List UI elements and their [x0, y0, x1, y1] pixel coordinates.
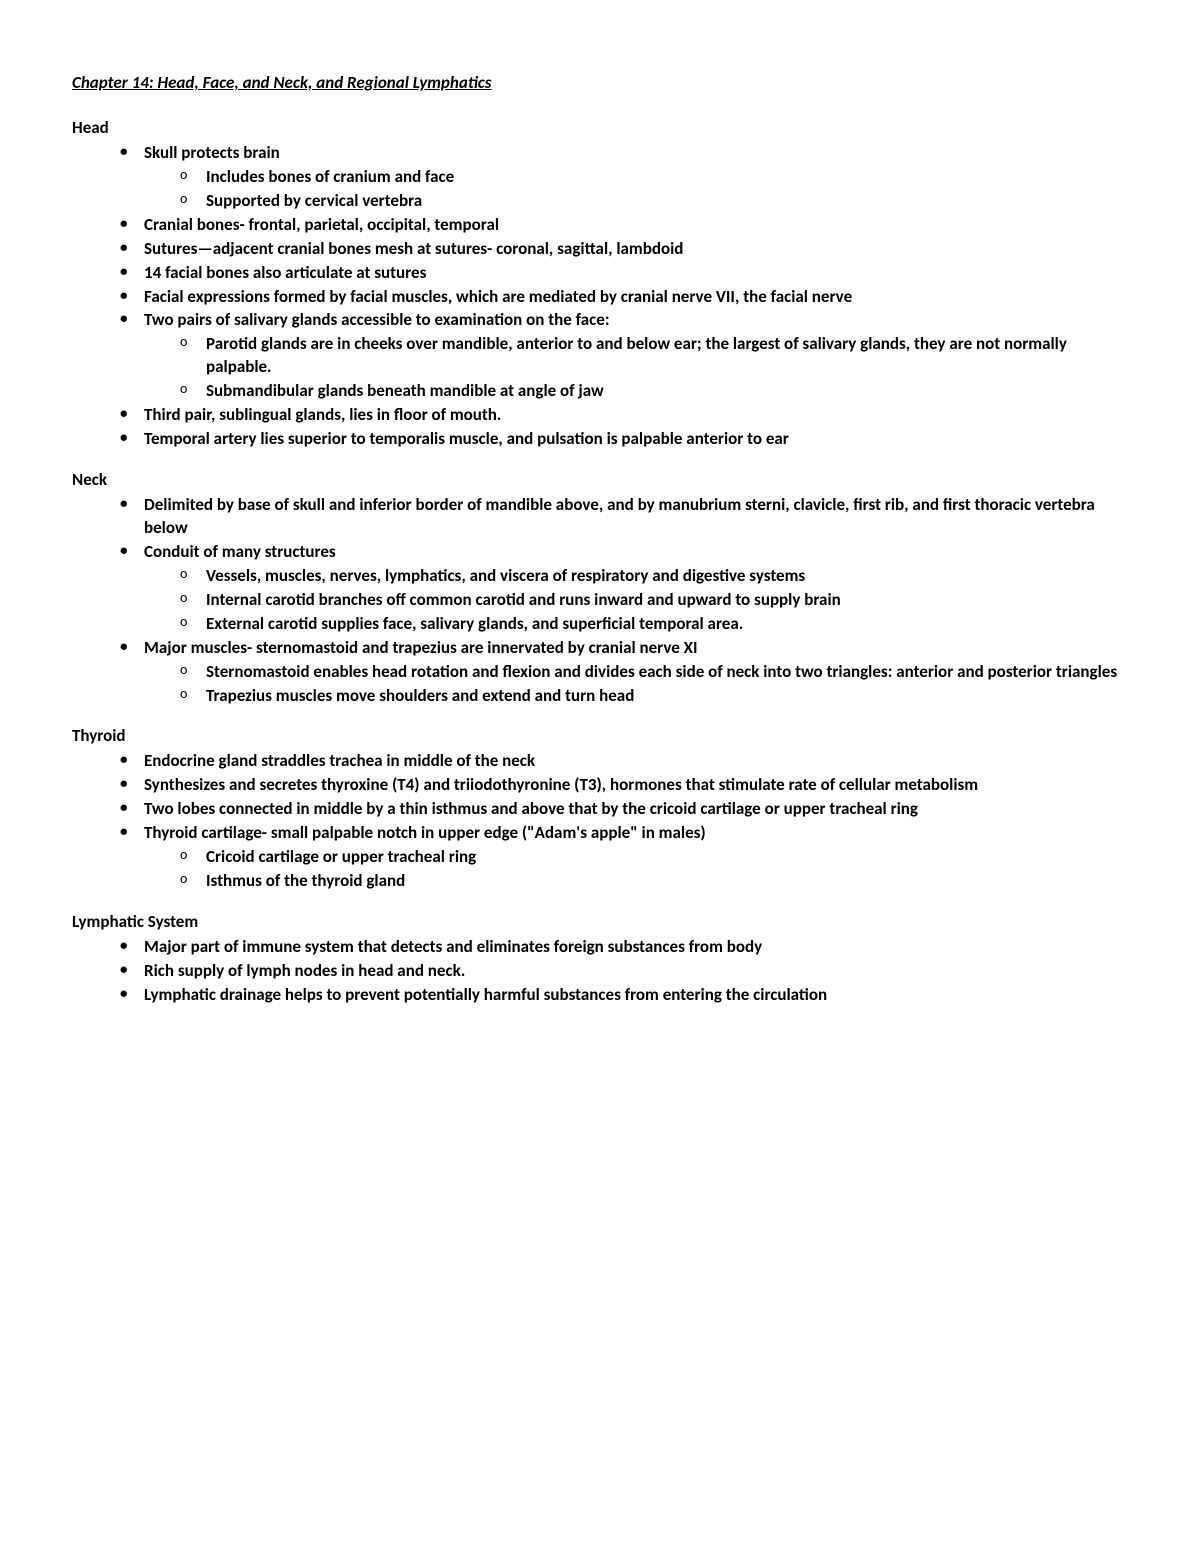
sub-item: Vessels, muscles, nerves, lymphatics, an… [180, 565, 1128, 588]
head-heading: Head [72, 117, 1128, 140]
item-text: Two pairs of salivary glands accessible … [144, 309, 610, 330]
thyroid-heading: Thyroid [72, 725, 1128, 748]
lymphatic-list: Major part of immune system that detects… [72, 936, 1128, 1007]
list-item: Thyroid cartilage- small palpable notch … [120, 822, 1128, 893]
list-item: Sutures—adjacent cranial bones mesh at s… [120, 238, 1128, 261]
sub-item: Submandibular glands beneath mandible at… [180, 380, 1128, 403]
item-text: Conduit of many structures [144, 541, 336, 562]
head-list: Skull protects brain Includes bones of c… [72, 142, 1128, 451]
sub-item: Trapezius muscles move shoulders and ext… [180, 685, 1128, 708]
sub-list: Sternomastoid enables head rotation and … [144, 661, 1128, 708]
list-item: Conduit of many structures Vessels, musc… [120, 541, 1128, 636]
list-item: 14 facial bones also articulate at sutur… [120, 262, 1128, 285]
neck-list: Delimited by base of skull and inferior … [72, 494, 1128, 707]
sub-item: External carotid supplies face, salivary… [180, 613, 1128, 636]
list-item: Major part of immune system that detects… [120, 936, 1128, 959]
sub-item: Parotid glands are in cheeks over mandib… [180, 333, 1128, 379]
list-item: Cranial bones- frontal, parietal, occipi… [120, 214, 1128, 237]
sub-item: Internal carotid branches off common car… [180, 589, 1128, 612]
neck-heading: Neck [72, 469, 1128, 492]
sub-item: Supported by cervical vertebra [180, 190, 1128, 213]
sub-item: Sternomastoid enables head rotation and … [180, 661, 1128, 684]
chapter-title: Chapter 14: Head, Face, and Neck, and Re… [72, 72, 1128, 95]
list-item: Skull protects brain Includes bones of c… [120, 142, 1128, 213]
thyroid-list: Endocrine gland straddles trachea in mid… [72, 750, 1128, 893]
item-text: Thyroid cartilage- small palpable notch … [144, 822, 706, 843]
list-item: Two pairs of salivary glands accessible … [120, 309, 1128, 403]
list-item: Rich supply of lymph nodes in head and n… [120, 960, 1128, 983]
sub-list: Vessels, muscles, nerves, lymphatics, an… [144, 565, 1128, 636]
sub-list: Parotid glands are in cheeks over mandib… [144, 333, 1128, 403]
sub-item: Isthmus of the thyroid gland [180, 870, 1128, 893]
lymphatic-heading: Lymphatic System [72, 911, 1128, 934]
sub-list: Includes bones of cranium and face Suppo… [144, 166, 1128, 213]
list-item: Major muscles- sternomastoid and trapezi… [120, 637, 1128, 708]
list-item: Two lobes connected in middle by a thin … [120, 798, 1128, 821]
list-item: Third pair, sublingual glands, lies in f… [120, 404, 1128, 427]
sub-item: Cricoid cartilage or upper tracheal ring [180, 846, 1128, 869]
list-item: Synthesizes and secretes thyroxine (T4) … [120, 774, 1128, 797]
sub-item: Includes bones of cranium and face [180, 166, 1128, 189]
item-text: Skull protects brain [144, 142, 280, 163]
sub-list: Cricoid cartilage or upper tracheal ring… [144, 846, 1128, 893]
list-item: Endocrine gland straddles trachea in mid… [120, 750, 1128, 773]
list-item: Lymphatic drainage helps to prevent pote… [120, 984, 1128, 1007]
list-item: Facial expressions formed by facial musc… [120, 286, 1128, 309]
item-text: Major muscles- sternomastoid and trapezi… [144, 637, 698, 658]
list-item: Temporal artery lies superior to tempora… [120, 428, 1128, 451]
list-item: Delimited by base of skull and inferior … [120, 494, 1128, 540]
